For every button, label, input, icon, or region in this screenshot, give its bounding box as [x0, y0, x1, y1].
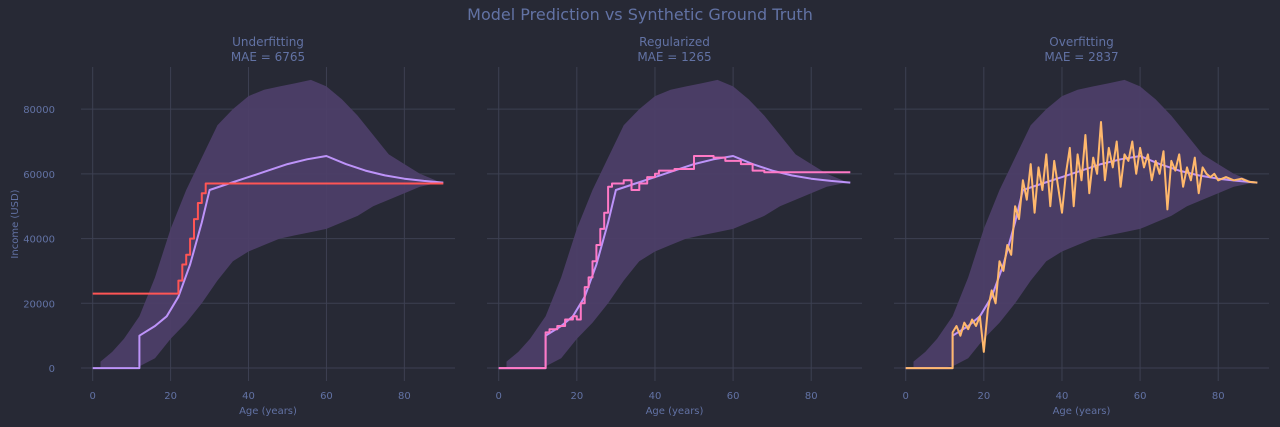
- y-axis-label: Income (USD): [10, 189, 21, 258]
- x-tick-label: 20: [977, 391, 990, 402]
- prediction-line: [498, 155, 851, 370]
- chart-panel-1: 0 20 40 60 80 0 20000 40000 60000 80000 Underfitti…: [10, 35, 455, 417]
- x-tick-label: 60: [1134, 391, 1147, 402]
- x-tick-label: 0: [496, 391, 502, 402]
- panel-title: Overfitting: [1049, 35, 1113, 49]
- x-tick-label: 80: [398, 391, 411, 402]
- ground-truth-band: [913, 79, 1258, 369]
- x-axis-label: Age (years): [239, 406, 297, 417]
- y-tick-label: 40000: [23, 235, 55, 246]
- x-tick-label: 80: [805, 391, 818, 402]
- ground-truth-band: [506, 79, 851, 369]
- y-tick-label: 80000: [23, 105, 55, 116]
- x-tick-label: 60: [727, 391, 740, 402]
- panel-title: Regularized: [639, 35, 710, 49]
- ground-truth-band: [100, 79, 444, 369]
- panel-subtitle: MAE = 6765: [231, 50, 305, 64]
- x-tick-label: 0: [90, 391, 96, 402]
- x-axis-label: Age (years): [1053, 406, 1111, 417]
- x-tick-label: 40: [242, 391, 255, 402]
- x-tick-label: 0: [903, 391, 909, 402]
- x-axis-label: Age (years): [646, 406, 704, 417]
- panel-subtitle: MAE = 1265: [637, 50, 711, 64]
- x-tick-label: 40: [649, 391, 662, 402]
- x-tick-label: 80: [1212, 391, 1225, 402]
- x-tick-label: 40: [1056, 391, 1069, 402]
- y-tick-label: 20000: [23, 299, 55, 310]
- x-tick-label: 60: [320, 391, 333, 402]
- y-tick-label: 60000: [23, 170, 55, 181]
- prediction-line: [92, 182, 444, 295]
- figure-title: Model Prediction vs Synthetic Ground Tru…: [467, 5, 813, 24]
- prediction-line: [905, 121, 1258, 370]
- panel-subtitle: MAE = 2837: [1044, 50, 1118, 64]
- x-tick-label: 20: [570, 391, 583, 402]
- y-tick-label: 0: [49, 364, 55, 375]
- ground-truth-line: [92, 155, 444, 370]
- panel-title: Underfitting: [232, 35, 304, 49]
- x-tick-label: 20: [164, 391, 177, 402]
